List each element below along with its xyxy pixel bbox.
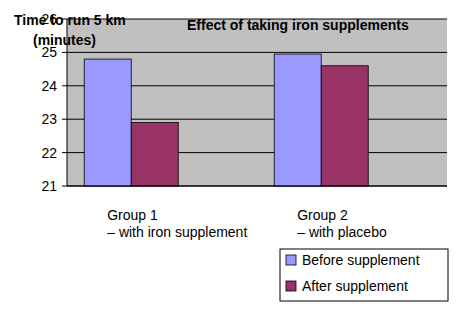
- tick-label: 22: [41, 145, 57, 161]
- tick-mark: [62, 85, 67, 86]
- legend-swatch: [286, 255, 296, 265]
- tick-mark: [62, 152, 67, 153]
- grid-line: [67, 186, 447, 187]
- bar: [321, 66, 368, 186]
- tick-mark: [62, 119, 67, 120]
- text-line: (minutes): [33, 32, 96, 48]
- legend: [280, 249, 448, 301]
- legend-label: Before supplement: [302, 252, 420, 268]
- plot-area: [67, 19, 447, 186]
- text-line: Group 1: [107, 207, 158, 223]
- tick-label: 21: [41, 178, 57, 194]
- tick-label: 24: [41, 78, 57, 94]
- legend-swatch: [286, 281, 296, 291]
- bar: [274, 54, 321, 186]
- text-line: Group 2: [297, 207, 348, 223]
- category-label: Group 1– with iron supplement: [107, 207, 247, 240]
- text-line: – with iron supplement: [107, 224, 247, 240]
- chart: 212223242526Group 1– with iron supplemen…: [0, 0, 458, 326]
- bar: [131, 123, 178, 186]
- tick-mark: [62, 52, 67, 53]
- axis-label: Time to run 5 km (minutes): [14, 12, 126, 48]
- text-line: Time to run 5 km: [14, 12, 126, 28]
- title: Effect of taking iron supplements: [187, 17, 409, 33]
- text-line: – with placebo: [297, 224, 387, 240]
- tick-mark: [62, 186, 67, 187]
- x-axis: [67, 186, 447, 187]
- grid-line: [67, 52, 447, 53]
- tick-label: 23: [41, 111, 57, 127]
- category-label: Group 2– with placebo: [297, 207, 387, 240]
- bar: [84, 59, 131, 186]
- legend-label: After supplement: [302, 278, 408, 294]
